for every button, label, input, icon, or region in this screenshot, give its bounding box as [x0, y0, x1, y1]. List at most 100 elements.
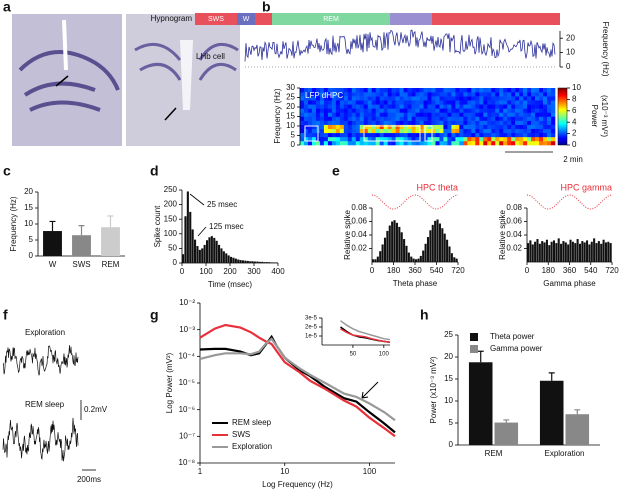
spectrogram-cell: [511, 136, 516, 142]
spectrogram-cell: [391, 120, 396, 125]
spectrogram-cell: [411, 120, 416, 125]
spectrogram-cell: [463, 136, 468, 142]
colorbar-tick-label: 0: [572, 140, 577, 149]
x-tick-label: 200: [223, 267, 237, 276]
spectrogram-cell: [371, 132, 376, 138]
spectrogram-cell: [407, 112, 412, 117]
spectrogram-cell: [403, 92, 408, 97]
x-axis-label: Gamma phase: [543, 279, 596, 288]
spectrogram-cell: [467, 120, 472, 125]
hypnogram-segment: [272, 13, 390, 25]
y-tick-label: 50: [168, 244, 177, 253]
spectrogram-cell: [335, 112, 341, 117]
spectrogram-cell: [383, 96, 388, 101]
spectrogram-cell: [539, 140, 544, 146]
spectrogram-cell: [371, 100, 376, 105]
spectrogram-cell: [391, 132, 396, 138]
spectrogram-cell: [511, 116, 516, 121]
spectrogram-cell: [523, 120, 528, 125]
spectrogram-cell: [471, 136, 476, 142]
spectrogram-cell: [315, 116, 321, 121]
histogram-bar: [564, 242, 567, 262]
histogram-bar: [242, 260, 245, 263]
spectrogram-cell: [407, 136, 412, 142]
spectrogram-cell: [311, 112, 317, 117]
spectrogram-cell: [323, 136, 329, 142]
spectrogram-cell: [471, 88, 476, 93]
y-tick-label: 15: [24, 203, 33, 212]
spectrogram-cell: [319, 88, 325, 93]
x-axis-label: Log Frequency (Hz): [262, 480, 333, 489]
spectrogram-cell: [379, 116, 384, 121]
spectrogram-cell: [447, 108, 452, 113]
spectrogram-cell: [551, 88, 556, 93]
spectrogram-cell: [331, 128, 337, 134]
spectrogram-cell: [551, 96, 556, 101]
spectrogram-cell: [471, 120, 476, 125]
spectrogram-cell: [535, 140, 540, 146]
annotation-arrow: [189, 193, 205, 206]
histogram-bar: [210, 236, 213, 263]
spectrogram-cell: [543, 124, 548, 130]
spectrogram-cell: [479, 108, 484, 113]
spectrogram-cell: [491, 88, 496, 93]
spectrogram-cell: [427, 124, 432, 130]
spectrogram-cell: [515, 108, 520, 113]
spectrogram-cell: [387, 136, 392, 142]
histogram-bar: [232, 257, 235, 263]
spectrogram-cell: [327, 108, 333, 113]
spectrogram-cell: [319, 120, 325, 125]
spectrogram-cell: [371, 116, 376, 121]
spectrogram-cell: [523, 112, 528, 117]
spectrogram-cell: [495, 120, 500, 125]
spectrogram-cell: [323, 120, 329, 125]
spectrogram-cell: [351, 136, 357, 142]
spectrogram-cell: [375, 108, 380, 113]
spectrogram-cell: [439, 92, 444, 97]
x-tick-label: Exploration: [544, 449, 584, 458]
spectrogram-cell: [535, 96, 540, 101]
spectrogram-cell: [407, 96, 412, 101]
spectrogram-cell: [407, 128, 412, 134]
histology-images: [12, 14, 240, 146]
spectrogram-cell: [367, 136, 373, 142]
spectrogram-cell: [431, 124, 436, 130]
spectrogram-cell: [415, 128, 420, 134]
spectrogram-cell: [355, 132, 361, 138]
spectrogram-cell: [403, 116, 408, 121]
spectrogram-cell: [471, 112, 476, 117]
y-tick-label: 250: [164, 185, 178, 194]
spectrogram-cell: [475, 120, 480, 125]
spectrogram-cell: [483, 140, 488, 146]
spectrogram-cell: [327, 136, 333, 142]
spectrogram-cell: [431, 96, 436, 101]
histogram-bar: [529, 240, 532, 262]
spectrogram-cell: [419, 132, 424, 138]
spectrogram-cell: [535, 100, 540, 105]
spectrogram-cell: [531, 132, 536, 138]
spectrogram-cell: [387, 112, 392, 117]
spectrogram-cell: [367, 128, 373, 134]
bar: [494, 422, 519, 445]
x-tick-label: 10: [280, 467, 289, 476]
x-tick-label: 50: [350, 352, 357, 358]
histogram-bar: [254, 261, 257, 263]
spectrogram-cell: [395, 136, 400, 142]
spectrogram-cell: [423, 132, 428, 138]
spectrogram-cell: [439, 100, 444, 105]
spectrogram-cell: [311, 132, 317, 138]
x-tick-label: 300: [247, 267, 261, 276]
hypnogram-segment: [390, 13, 432, 25]
spectrogram-cell: [531, 136, 536, 142]
spectrogram-cell: [499, 108, 504, 113]
spectrogram-cell: [539, 132, 544, 138]
spectrogram-cell: [379, 124, 384, 130]
spectrogram-cell: [527, 88, 532, 93]
spectrogram-cell: [407, 104, 412, 109]
spectrogram-cell: [543, 120, 548, 125]
spectrogram-cell: [527, 124, 532, 130]
spectrogram-cell: [323, 128, 329, 134]
spectrogram-cell: [455, 108, 460, 113]
spectrogram-cell: [507, 128, 512, 134]
spectrogram-cell: [371, 104, 376, 109]
